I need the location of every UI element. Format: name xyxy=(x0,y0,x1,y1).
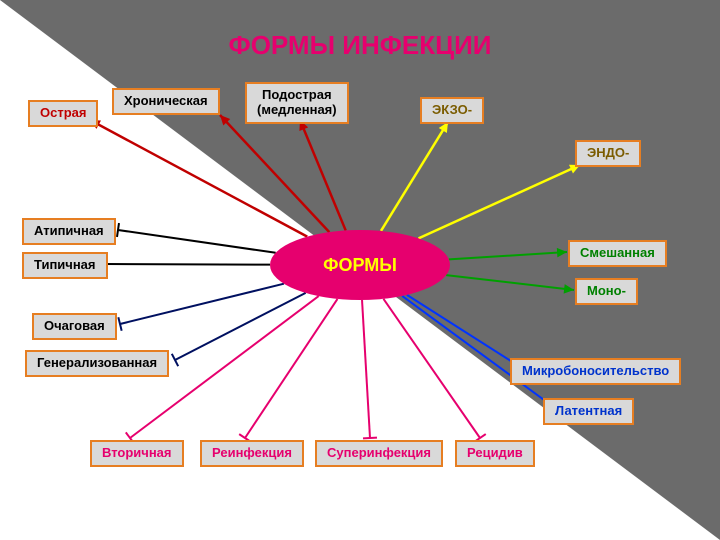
arrowhead-icon xyxy=(557,248,567,258)
node-label: Типичная xyxy=(34,257,96,272)
edge-atip xyxy=(118,230,276,253)
node-label: ЭНДО- xyxy=(587,145,629,160)
tee-cap-icon xyxy=(363,438,377,439)
edge-ekzo xyxy=(381,122,448,231)
node-podostraya: Подострая (медленная) xyxy=(245,82,349,124)
page-title: ФОРМЫ ИНФЕКЦИИ xyxy=(0,30,720,61)
node-ekzo: ЭКЗО- xyxy=(420,97,484,124)
edge-ostraya xyxy=(90,120,307,237)
node-hron: Хроническая xyxy=(112,88,220,115)
node-label: Генерализованная xyxy=(37,355,157,370)
edge-superinf xyxy=(362,300,370,438)
node-vtor: Вторичная xyxy=(90,440,184,467)
node-endo: ЭНДО- xyxy=(575,140,641,167)
edge-endo xyxy=(419,165,580,238)
node-label: Хроническая xyxy=(124,93,208,108)
node-label: ЭКЗО- xyxy=(432,102,472,117)
node-gener: Генерализованная xyxy=(25,350,169,377)
center-node: ФОРМЫ xyxy=(270,230,450,300)
edge-smesh xyxy=(449,252,567,259)
node-label: Очаговая xyxy=(44,318,105,333)
node-label: Суперинфекция xyxy=(327,445,431,460)
edge-tip xyxy=(105,264,270,265)
edge-podostraya xyxy=(300,120,346,230)
edge-latent xyxy=(402,296,555,408)
node-label: Рецидив xyxy=(467,445,523,460)
node-label: Атипичная xyxy=(34,223,104,238)
edge-mono xyxy=(446,275,574,290)
tee-cap-icon xyxy=(172,354,178,366)
edge-hron xyxy=(220,115,329,232)
node-label: Смешанная xyxy=(580,245,655,260)
node-latent: Латентная xyxy=(543,398,634,425)
node-reinf: Реинфекция xyxy=(200,440,304,467)
edge-recid xyxy=(383,299,480,438)
node-ostraya: Острая xyxy=(28,100,98,127)
node-tip: Типичная xyxy=(22,252,108,279)
node-label: Реинфекция xyxy=(212,445,292,460)
node-label: Микробоносительство xyxy=(522,363,669,378)
tee-cap-icon xyxy=(117,223,119,237)
node-mono: Моно- xyxy=(575,278,638,305)
edge-gener xyxy=(175,293,306,360)
node-ochag: Очаговая xyxy=(32,313,117,340)
node-label: Подострая (медленная) xyxy=(257,87,337,117)
node-superinf: Суперинфекция xyxy=(315,440,443,467)
node-recid: Рецидив xyxy=(455,440,535,467)
node-label: Вторичная xyxy=(102,445,172,460)
node-label: Острая xyxy=(40,105,86,120)
node-label: Латентная xyxy=(555,403,622,418)
node-label: Моно- xyxy=(587,283,626,298)
node-atip: Атипичная xyxy=(22,218,116,245)
edge-ochag xyxy=(120,284,284,324)
center-label: ФОРМЫ xyxy=(323,255,397,276)
node-mikro: Микробоносительство xyxy=(510,358,681,385)
node-smesh: Смешанная xyxy=(568,240,667,267)
diagram-stage: ФОРМЫ ИНФЕКЦИИ ФОРМЫ Острая Хроническая По… xyxy=(0,0,720,540)
edge-reinf xyxy=(245,299,337,438)
